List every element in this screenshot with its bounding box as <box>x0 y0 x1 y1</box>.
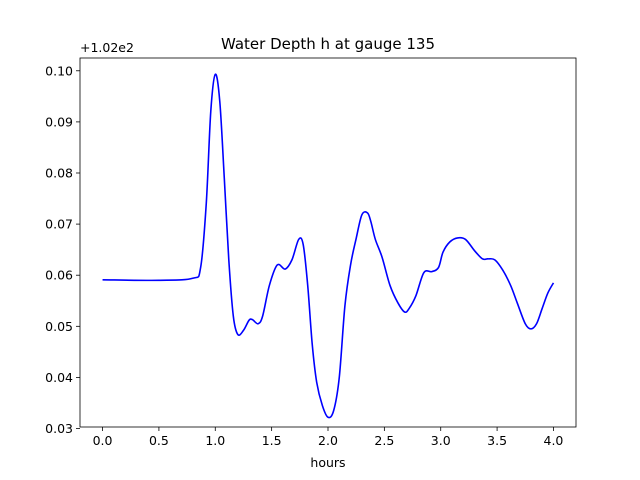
plot-frame <box>79 57 577 428</box>
axis-ticks: 0.0 0.5 1.0 1.5 2.0 2.5 3.0 3.5 4.0 0.03 0.04 0.05 0… <box>45 63 563 448</box>
y-tick-label: 0.05 <box>45 319 73 334</box>
y-tick-label: 0.09 <box>45 114 73 129</box>
x-tick-label: 1.5 <box>262 433 282 448</box>
x-tick-label: 2.0 <box>318 433 338 448</box>
x-tick-label: 3.0 <box>431 433 451 448</box>
x-tick-label: 2.5 <box>374 433 394 448</box>
chart-title: Water Depth h at gauge 135 <box>221 35 435 53</box>
y-tick-label: 0.10 <box>45 63 73 78</box>
x-axis-label: hours <box>310 455 345 470</box>
y-tick-label: 0.06 <box>45 268 73 283</box>
x-tick-label: 1.0 <box>205 433 225 448</box>
y-tick-label: 0.08 <box>45 165 73 180</box>
x-tick-label: 0.0 <box>93 433 113 448</box>
series-line <box>102 73 555 419</box>
y-tick-label: 0.07 <box>45 217 73 232</box>
y-tick-label: 0.03 <box>45 421 73 436</box>
x-tick-label: 4.0 <box>544 433 564 448</box>
y-axis-offset-label: +1.02e2 <box>80 40 134 55</box>
x-tick-label: 3.5 <box>487 433 507 448</box>
x-tick-label: 0.5 <box>149 433 169 448</box>
series-layer <box>102 73 555 419</box>
y-tick-label: 0.04 <box>45 370 73 385</box>
